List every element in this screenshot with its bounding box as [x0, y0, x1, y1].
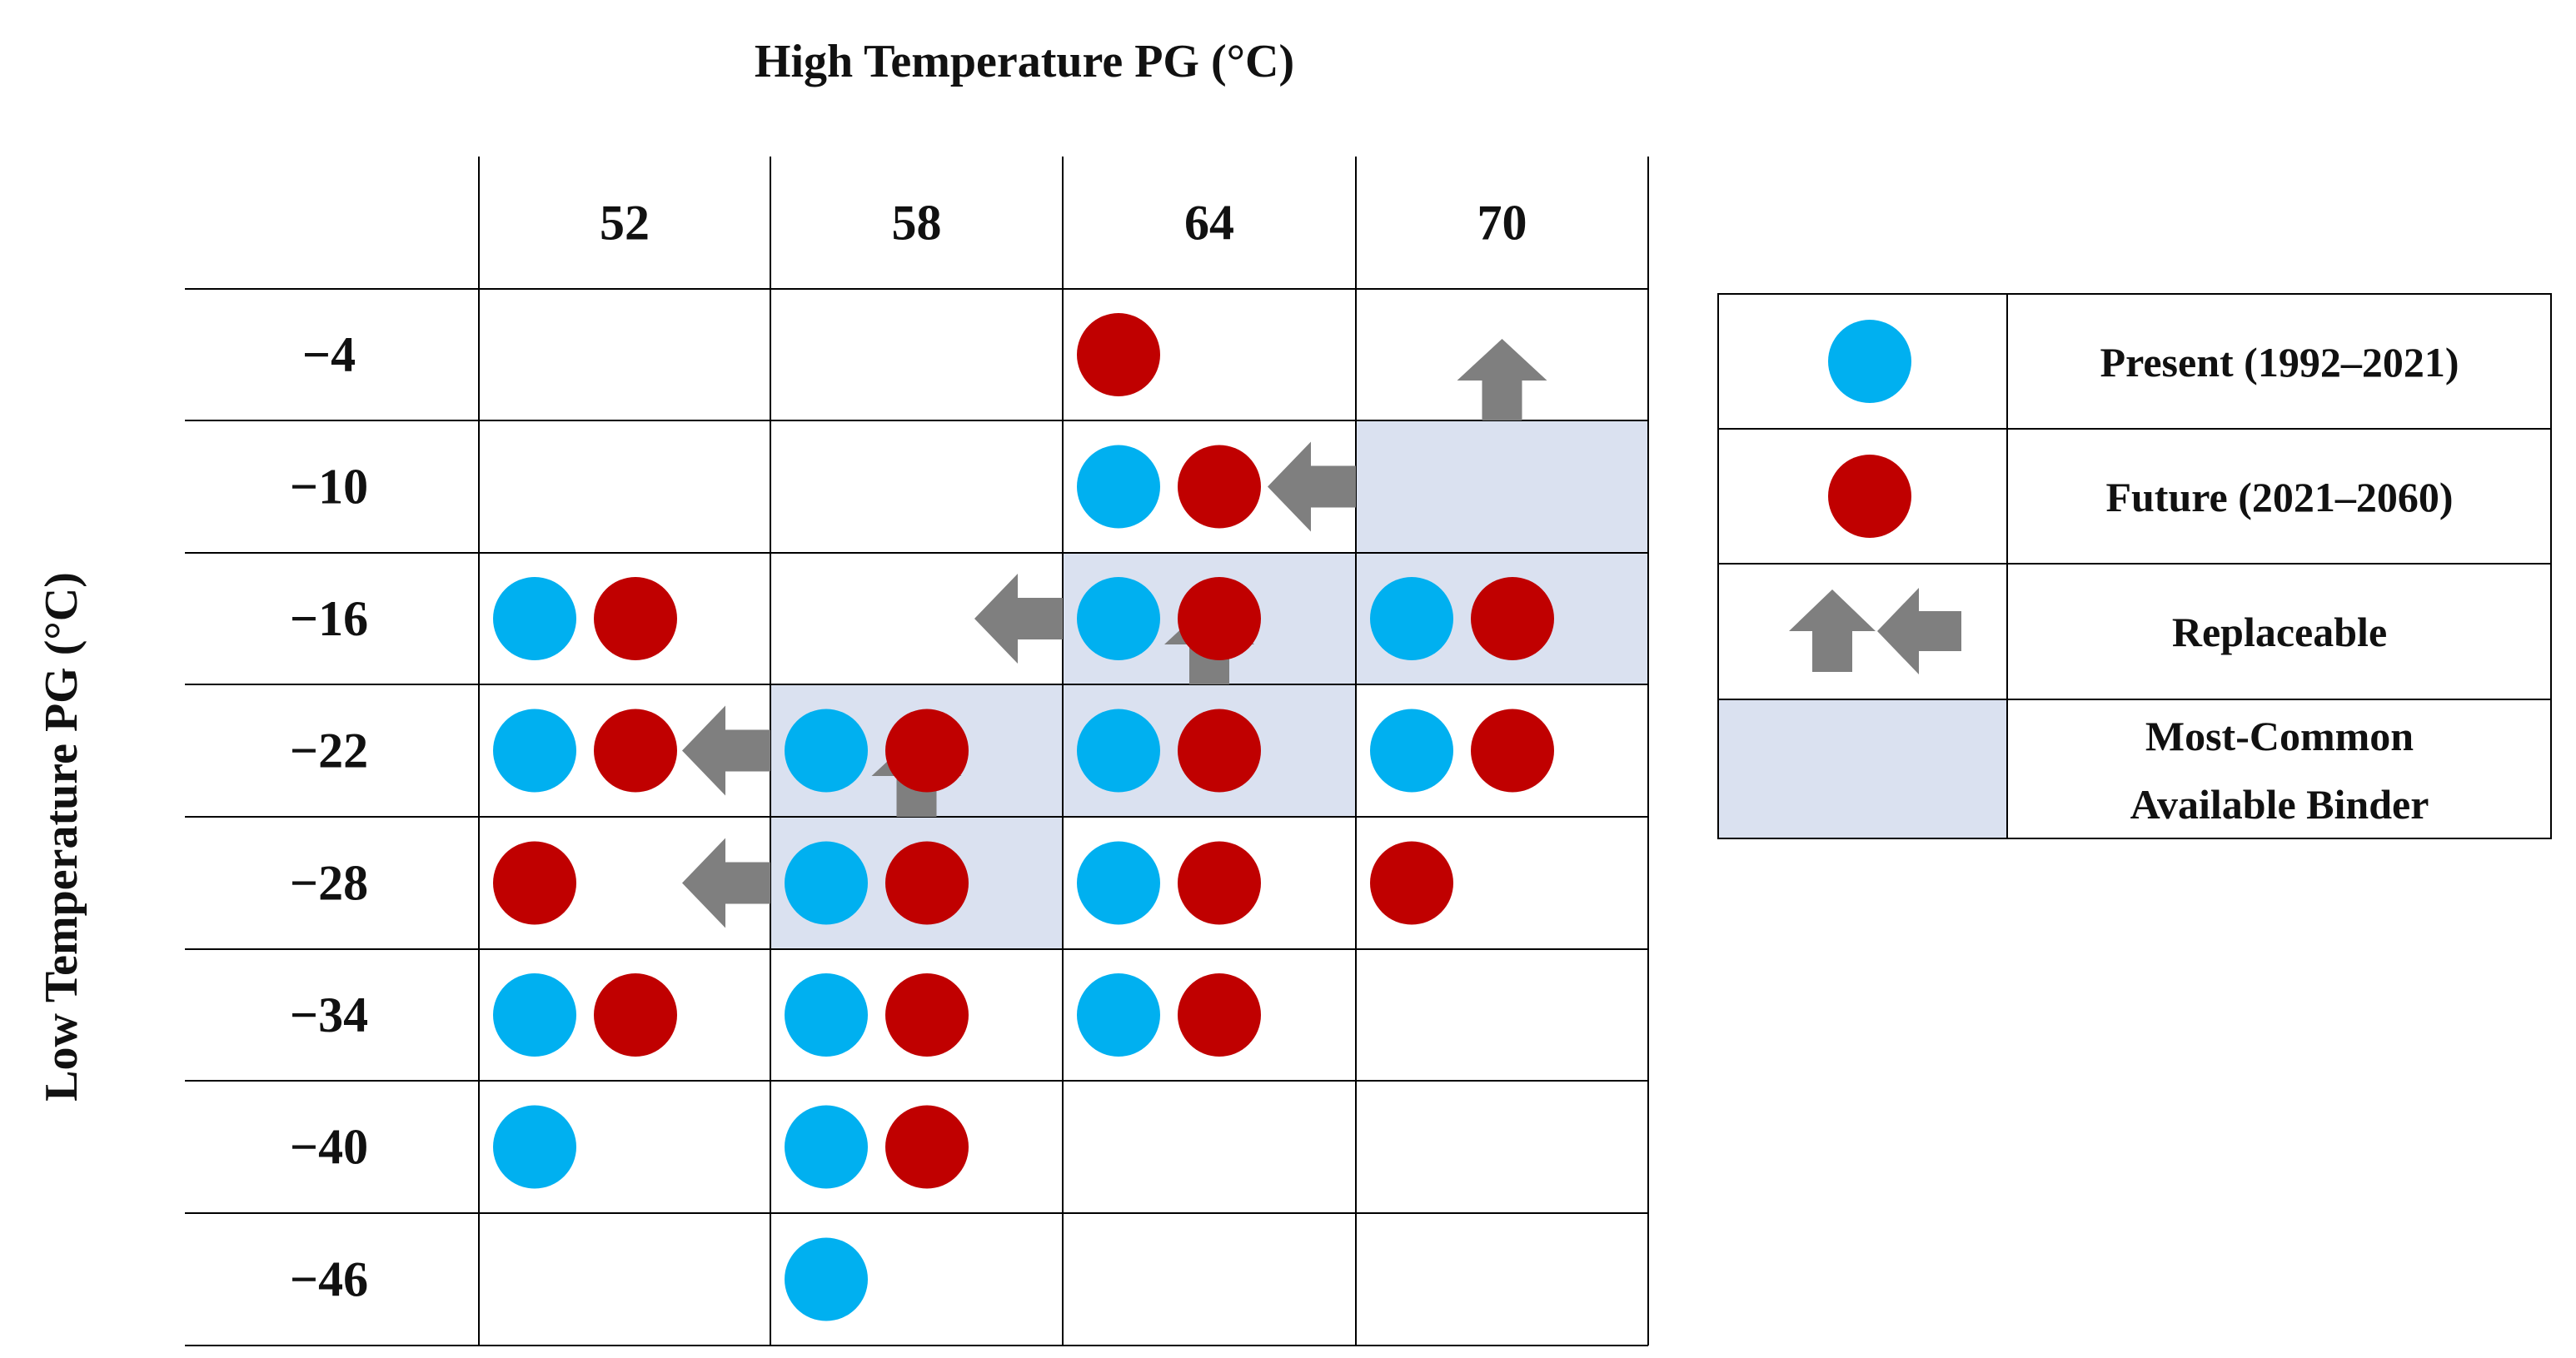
low-grade-label: −16	[290, 591, 368, 646]
high-grade-label: 52	[600, 196, 650, 251]
present-dot	[1370, 709, 1453, 793]
present-dot	[785, 709, 868, 793]
high-grade-label: 70	[1477, 196, 1527, 251]
future-dot	[1077, 313, 1160, 396]
future-dot	[1178, 445, 1261, 529]
legend-present-dot	[1828, 320, 1911, 403]
future-dot	[885, 1105, 969, 1189]
legend-replaceable-label: Replaceable	[2172, 609, 2387, 655]
future-dot	[493, 841, 576, 925]
legend-future-dot	[1828, 455, 1911, 538]
present-dot	[493, 709, 576, 793]
legend-shade-swatch	[1718, 699, 2008, 838]
present-dot	[1077, 445, 1160, 529]
grid-lines	[185, 157, 1649, 1346]
future-dot	[1178, 709, 1261, 793]
present-dot	[1077, 709, 1160, 793]
low-grade-label: −46	[290, 1252, 368, 1307]
future-dot	[885, 709, 969, 793]
present-dot	[1077, 973, 1160, 1057]
grade-dots	[493, 313, 1554, 1321]
future-dot	[1370, 841, 1453, 925]
future-dot	[1471, 577, 1554, 660]
replaceable-left-arrow-icon	[682, 838, 770, 928]
replaceable-up-arrow-icon	[1457, 339, 1547, 420]
low-grade-label: −22	[290, 724, 368, 778]
most-common-cell	[1356, 420, 1648, 553]
legend-most-common-label-1: Most-Common	[2145, 713, 2414, 759]
x-axis-title: High Temperature PG (°C)	[755, 36, 1294, 87]
present-dot	[785, 841, 868, 925]
future-dot	[1178, 577, 1261, 660]
legend-up-arrow-icon	[1789, 589, 1876, 672]
low-grade-label: −4	[302, 327, 356, 382]
legend-grid	[1717, 293, 2552, 839]
present-dot	[785, 1237, 868, 1321]
high-grade-label: 58	[892, 196, 942, 251]
future-dot	[594, 973, 677, 1057]
future-dot	[1178, 841, 1261, 925]
present-dot	[1370, 577, 1453, 660]
present-dot	[1077, 841, 1160, 925]
future-dot	[1178, 973, 1261, 1057]
present-dot	[493, 973, 576, 1057]
low-grade-label: −40	[290, 1120, 368, 1175]
future-dot	[594, 577, 677, 660]
present-dot	[493, 577, 576, 660]
future-dot	[885, 841, 969, 925]
replaceable-left-arrow-icon	[974, 574, 1063, 664]
present-dot	[785, 973, 868, 1057]
present-dot	[493, 1105, 576, 1189]
high-grade-headers: 52 58 64 70	[600, 196, 1527, 251]
replaceable-arrows	[682, 339, 1547, 928]
legend-most-common-label-2: Available Binder	[2130, 781, 2429, 828]
y-axis-title: Low Temperature PG (°C)	[36, 572, 87, 1102]
high-grade-label: 64	[1184, 196, 1234, 251]
present-dot	[785, 1105, 868, 1189]
future-dot	[885, 973, 969, 1057]
present-dot	[1077, 577, 1160, 660]
legend: Present (1992–2021) Future (2021–2060) R…	[1717, 293, 2552, 839]
replaceable-left-arrow-icon	[682, 705, 770, 796]
low-grade-label: −28	[290, 856, 368, 911]
low-grade-headers: −4 −10 −16 −22 −28 −34 −40 −46	[290, 327, 368, 1307]
low-grade-label: −34	[290, 987, 368, 1042]
legend-future-label: Future (2021–2060)	[2105, 474, 2453, 520]
low-grade-label: −10	[290, 460, 368, 515]
legend-left-arrow-icon	[1877, 588, 1961, 674]
future-dot	[594, 709, 677, 793]
legend-present-label: Present (1992–2021)	[2100, 339, 2459, 386]
replaceable-left-arrow-icon	[1268, 441, 1356, 532]
future-dot	[1471, 709, 1554, 793]
